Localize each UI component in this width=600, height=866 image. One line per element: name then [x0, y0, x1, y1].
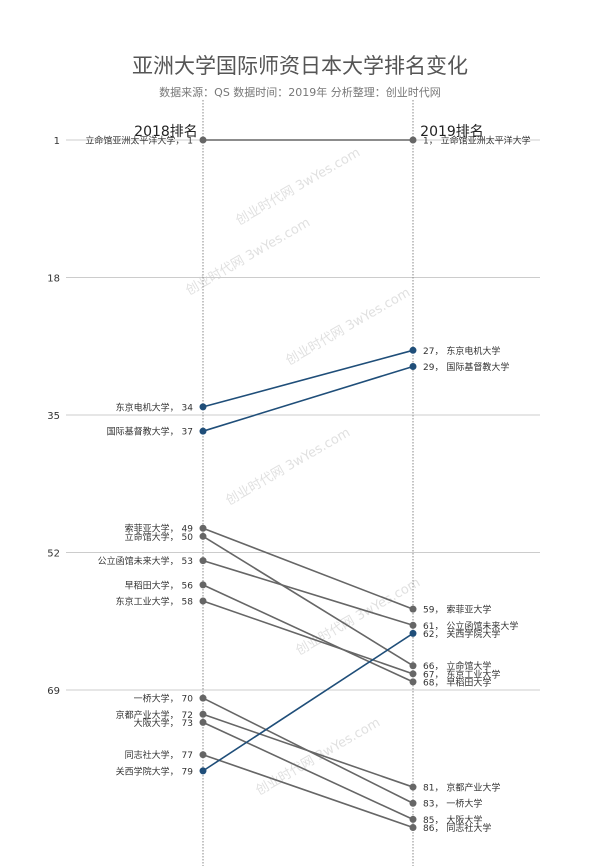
point-2019 — [409, 136, 417, 144]
y-tick-label: 35 — [47, 411, 60, 422]
label-2018: 关西学院大学， 79 — [116, 765, 194, 777]
y-tick-label: 69 — [47, 686, 60, 697]
y-tick-label: 1 — [54, 136, 60, 147]
point-2018 — [199, 597, 207, 605]
point-2018 — [199, 767, 207, 775]
label-2019: 68， 早稻田大学 — [423, 676, 491, 688]
slope-line — [202, 535, 414, 667]
point-2018 — [199, 524, 207, 532]
label-2019: 29， 国际基督教大学 — [423, 361, 509, 373]
point-2018 — [199, 581, 207, 589]
watermark: 创业时代网 3wYes.com — [223, 425, 353, 508]
point-2018 — [199, 694, 207, 702]
left-axis-label: 2018排名 — [134, 124, 198, 140]
point-2018 — [199, 427, 207, 435]
point-2018 — [199, 718, 207, 726]
slope-line — [202, 527, 414, 610]
point-2018 — [199, 136, 207, 144]
point-2019 — [409, 815, 417, 823]
slope-line — [202, 721, 414, 821]
point-2018 — [199, 403, 207, 411]
label-2018: 京都产业大学， 72 — [116, 709, 193, 721]
point-2019 — [409, 678, 417, 686]
label-2019: 85， 大阪大学 — [423, 814, 482, 826]
point-2019 — [409, 799, 417, 807]
y-tick-label: 52 — [47, 549, 60, 560]
label-2018: 国际基督教大学， 37 — [107, 426, 193, 438]
label-2018: 立命馆亚洲太平洋大学， 1 — [85, 135, 193, 147]
point-2019 — [409, 629, 417, 637]
label-2019: 27， 东京电机大学 — [423, 345, 500, 357]
slope-line — [202, 559, 414, 627]
label-2019: 66， 立命馆大学 — [423, 660, 491, 672]
chart-title: 亚洲大学国际师资日本大学排名变化 — [132, 54, 468, 78]
point-2019 — [409, 824, 417, 831]
y-tick-label: 18 — [47, 274, 60, 285]
slope-line — [202, 600, 414, 675]
label-2018: 早稻田大学， 56 — [125, 579, 194, 591]
label-2019: 61， 公立函馆未来大学 — [423, 620, 518, 632]
label-2019: 83， 一桥大学 — [423, 798, 482, 810]
point-2018 — [199, 557, 207, 565]
point-2019 — [409, 346, 417, 354]
slope-line — [202, 365, 414, 432]
watermark: 创业时代网 3wYes.com — [253, 715, 383, 798]
point-2018 — [199, 751, 207, 759]
slope-line — [202, 713, 414, 788]
label-2019: 67， 东京工业大学 — [423, 668, 500, 680]
chart-subtitle: 数据来源：QS 数据时间：2019年 分析整理：创业时代网 — [159, 86, 441, 99]
watermark: 创业时代网 3wYes.com — [233, 145, 363, 228]
label-2018: 公立函馆未来大学， 53 — [98, 555, 193, 567]
label-2019: 1， 立命馆亚洲太平洋大学 — [423, 135, 531, 147]
label-2018: 立命馆大学， 50 — [125, 531, 194, 543]
right-axis-label: 2019排名 — [420, 124, 484, 140]
point-2019 — [409, 783, 417, 791]
slope-line — [202, 753, 414, 829]
label-2018: 东京电机大学， 34 — [116, 401, 194, 413]
slope-line — [202, 584, 414, 683]
point-2018 — [199, 710, 207, 718]
point-2019 — [409, 621, 417, 629]
label-2018: 索菲亚大学， 49 — [125, 523, 194, 535]
label-2019: 59， 索菲亚大学 — [423, 604, 491, 616]
label-2019: 81， 京都产业大学 — [423, 782, 500, 794]
label-2018: 东京工业大学， 58 — [116, 596, 194, 608]
slope-line — [202, 632, 414, 772]
point-2019 — [409, 662, 417, 670]
point-2019 — [409, 670, 417, 678]
label-2018: 一桥大学， 70 — [134, 693, 194, 705]
label-2019: 86， 同志社大学 — [423, 822, 491, 834]
point-2019 — [409, 605, 417, 613]
slope-line — [202, 349, 414, 408]
point-2019 — [409, 362, 417, 370]
label-2018: 同志社大学， 77 — [125, 749, 193, 761]
label-2018: 大阪大学， 73 — [134, 717, 193, 729]
point-2018 — [199, 532, 207, 540]
label-2019: 62， 关西学院大学 — [423, 628, 500, 640]
